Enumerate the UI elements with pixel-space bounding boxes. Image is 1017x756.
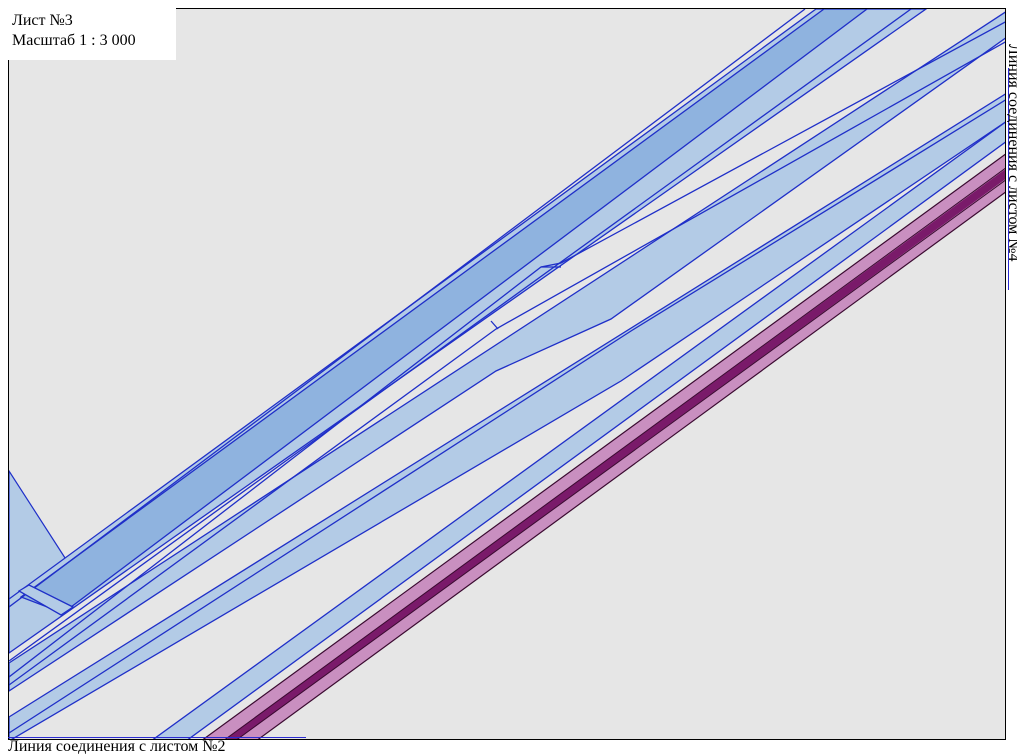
road-band-3 [9,93,1005,739]
right-connection-rule [1008,68,1009,290]
sheet-title: Лист №3 [12,12,73,29]
right-connection-box: Линия соединения с листом №4 [1007,44,1017,304]
road-edge-line [9,99,1005,734]
road-edge-line [9,9,912,662]
pipeline-centerline [226,169,1005,739]
bottom-connection-rule [8,737,306,738]
pipeline-corridor [202,153,1005,739]
road-edge-line [9,21,1005,678]
road-band-4 [152,121,1005,739]
road-edge-line [9,9,806,608]
map-canvas [8,8,1006,740]
right-connection-label: Линия соединения с листом №4 [1007,44,1017,262]
sheet-info-box: Лист №3 Масштаб 1 : 3 000 [8,8,176,60]
road-band-1 [9,9,928,654]
bottom-connection-label: Линия соединения с листом №2 [8,738,226,755]
road-edge-line [9,41,1005,686]
scale-label: Масштаб 1 : 3 000 [12,32,136,49]
road-edge-line [490,320,499,330]
pipeline-edge [236,179,1005,739]
road-connector [17,584,75,616]
pipeline-edge [224,167,1005,739]
